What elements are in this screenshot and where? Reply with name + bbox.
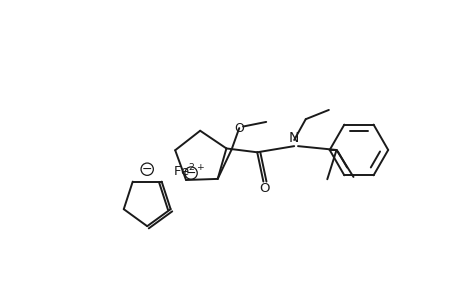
Text: −: − — [142, 163, 152, 176]
Text: Fe$^{2+}$: Fe$^{2+}$ — [172, 162, 205, 179]
Text: O: O — [259, 182, 269, 195]
Text: N: N — [288, 130, 299, 145]
Text: O: O — [234, 122, 244, 135]
Text: −: − — [185, 167, 196, 180]
